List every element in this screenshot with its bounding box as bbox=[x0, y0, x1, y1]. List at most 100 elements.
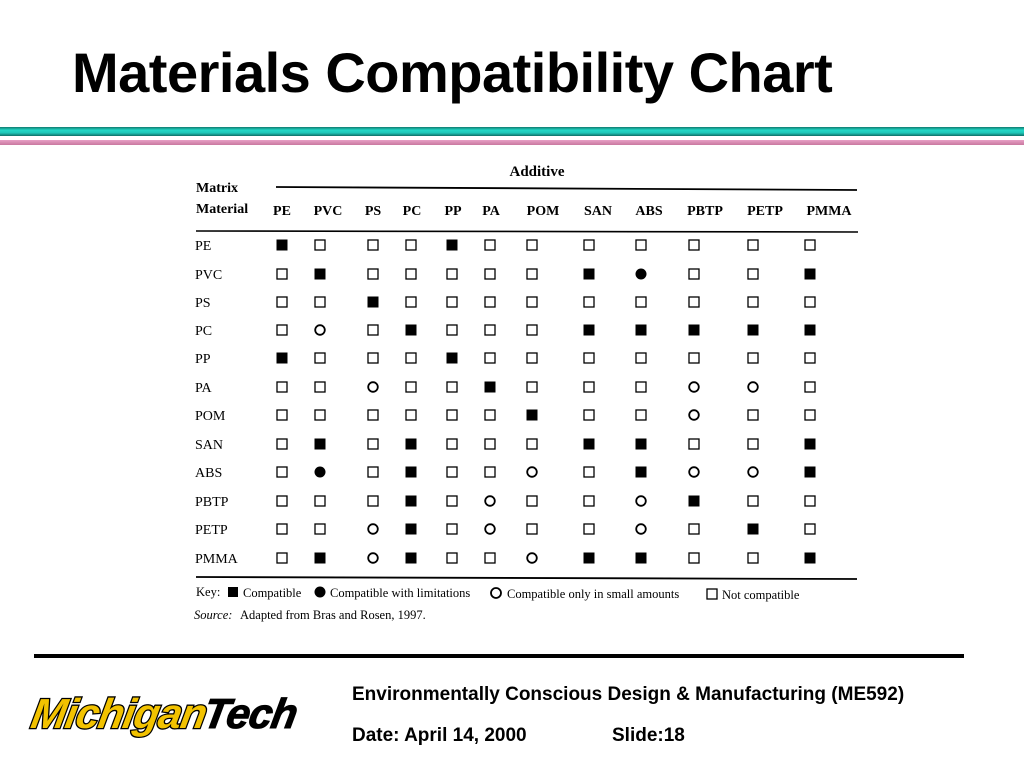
cell-abs-abs bbox=[635, 466, 647, 478]
header-additive: Additive bbox=[509, 164, 564, 180]
cell-ps-san bbox=[583, 296, 595, 308]
cell-petp-pc bbox=[405, 523, 417, 535]
cell-petp-pa bbox=[484, 523, 496, 535]
cell-pa-pom bbox=[526, 381, 538, 393]
cell-pbtp-pvc bbox=[314, 495, 326, 507]
cell-pa-pvc bbox=[314, 381, 326, 393]
cell-pp-pa bbox=[484, 352, 496, 364]
cell-pvc-pe bbox=[276, 268, 288, 280]
cell-ps-pp bbox=[446, 296, 458, 308]
cell-san-pvc bbox=[314, 438, 326, 450]
row-label-pp: PP bbox=[195, 352, 211, 367]
cell-petp-pp bbox=[446, 523, 458, 535]
cell-pom-pe bbox=[276, 409, 288, 421]
cell-pvc-pom bbox=[526, 268, 538, 280]
cell-pom-pvc bbox=[314, 409, 326, 421]
cell-pmma-petp bbox=[747, 552, 759, 564]
cell-pc-pvc bbox=[314, 324, 326, 336]
cell-pbtp-san bbox=[583, 495, 595, 507]
cell-pc-pa bbox=[484, 324, 496, 336]
matrix-cells bbox=[276, 239, 816, 564]
compatibility-table-graphic: Additive Matrix Material PE PVC PS PC PP PA PO… bbox=[194, 164, 859, 622]
cell-san-pa bbox=[484, 438, 496, 450]
column-header-san: SAN bbox=[584, 204, 612, 219]
column-header-pp: PP bbox=[444, 204, 462, 219]
matrix-label-line2: Material bbox=[196, 202, 248, 217]
cell-abs-ps bbox=[367, 466, 379, 478]
cell-pmma-pe bbox=[276, 552, 288, 564]
cell-pa-pbtp bbox=[688, 381, 700, 393]
cell-petp-pmma bbox=[804, 523, 816, 535]
cell-san-abs bbox=[635, 438, 647, 450]
row-label-pmma: PMMA bbox=[195, 552, 239, 567]
logo-graphic: Michigan Tech bbox=[27, 689, 302, 738]
logo-text-tech: Tech bbox=[200, 690, 301, 737]
header-rule-top bbox=[275, 186, 858, 191]
michigan-tech-logo: Michigan Tech bbox=[22, 680, 322, 749]
compatibility-table: Additive Matrix Material PE PVC PS PC PP PA PO… bbox=[192, 156, 864, 626]
cell-pmma-abs bbox=[635, 552, 647, 564]
cell-abs-pa bbox=[484, 466, 496, 478]
cell-pbtp-pc bbox=[405, 495, 417, 507]
cell-pvc-petp bbox=[747, 268, 759, 280]
row-label-petp: PETP bbox=[195, 523, 228, 538]
cell-pc-pmma bbox=[804, 324, 816, 336]
matrix-label-line1: Matrix bbox=[196, 181, 238, 196]
cell-ps-pom bbox=[526, 296, 538, 308]
row-label-pc: PC bbox=[195, 324, 212, 339]
source-text: Adapted from Bras and Rosen, 1997. bbox=[240, 608, 426, 622]
cell-pbtp-pa bbox=[484, 495, 496, 507]
column-header-pvc: PVC bbox=[314, 204, 343, 219]
footer-slide-number: Slide:18 bbox=[612, 725, 685, 746]
cell-pa-pa bbox=[484, 381, 496, 393]
legend-small-amounts: Compatible only in small amounts bbox=[507, 587, 679, 601]
cell-pe-petp bbox=[747, 239, 759, 251]
cell-pa-abs bbox=[635, 381, 647, 393]
cell-abs-pbtp bbox=[688, 466, 700, 478]
title-rule-pink bbox=[0, 140, 1024, 145]
header-rule-bottom bbox=[195, 230, 859, 233]
cell-ps-pvc bbox=[314, 296, 326, 308]
source-label: Source: bbox=[194, 608, 232, 622]
cell-pom-pa bbox=[484, 409, 496, 421]
column-header-petp: PETP bbox=[747, 204, 783, 219]
cell-pa-petp bbox=[747, 381, 759, 393]
cell-petp-abs bbox=[635, 523, 647, 535]
cell-pmma-pvc bbox=[314, 552, 326, 564]
cell-pbtp-pe bbox=[276, 495, 288, 507]
legend-limitations-icon bbox=[314, 586, 326, 598]
cell-pmma-san bbox=[583, 552, 595, 564]
cell-pmma-pmma bbox=[804, 552, 816, 564]
cell-pbtp-ps bbox=[367, 495, 379, 507]
cell-pvc-pa bbox=[484, 268, 496, 280]
cell-pp-abs bbox=[635, 352, 647, 364]
cell-pvc-ps bbox=[367, 268, 379, 280]
cell-ps-pbtp bbox=[688, 296, 700, 308]
cell-pbtp-pbtp bbox=[688, 495, 700, 507]
cell-pom-abs bbox=[635, 409, 647, 421]
cell-pp-pc bbox=[405, 352, 417, 364]
cell-pmma-pa bbox=[484, 552, 496, 564]
cell-petp-petp bbox=[747, 523, 759, 535]
cell-pe-pmma bbox=[804, 239, 816, 251]
cell-abs-san bbox=[583, 466, 595, 478]
cell-pvc-pp bbox=[446, 268, 458, 280]
row-label-pvc: PVC bbox=[195, 268, 222, 283]
logo-text-michigan: Michigan bbox=[28, 690, 210, 737]
footer-date: Date: April 14, 2000 bbox=[352, 725, 527, 746]
cell-pe-pp bbox=[446, 239, 458, 251]
cell-abs-pvc bbox=[314, 466, 326, 478]
cell-san-pom bbox=[526, 438, 538, 450]
cell-abs-pp bbox=[446, 466, 458, 478]
column-header-pmma: PMMA bbox=[806, 204, 852, 219]
cell-san-pmma bbox=[804, 438, 816, 450]
legend-not-compatible-icon bbox=[706, 588, 718, 600]
cell-pe-pe bbox=[276, 239, 288, 251]
column-header-pbtp: PBTP bbox=[687, 204, 723, 219]
cell-san-pbtp bbox=[688, 438, 700, 450]
cell-pvc-pbtp bbox=[688, 268, 700, 280]
cell-pc-pc bbox=[405, 324, 417, 336]
cell-pom-pmma bbox=[804, 409, 816, 421]
row-label-abs: ABS bbox=[195, 466, 222, 481]
column-header-pe: PE bbox=[273, 204, 291, 219]
